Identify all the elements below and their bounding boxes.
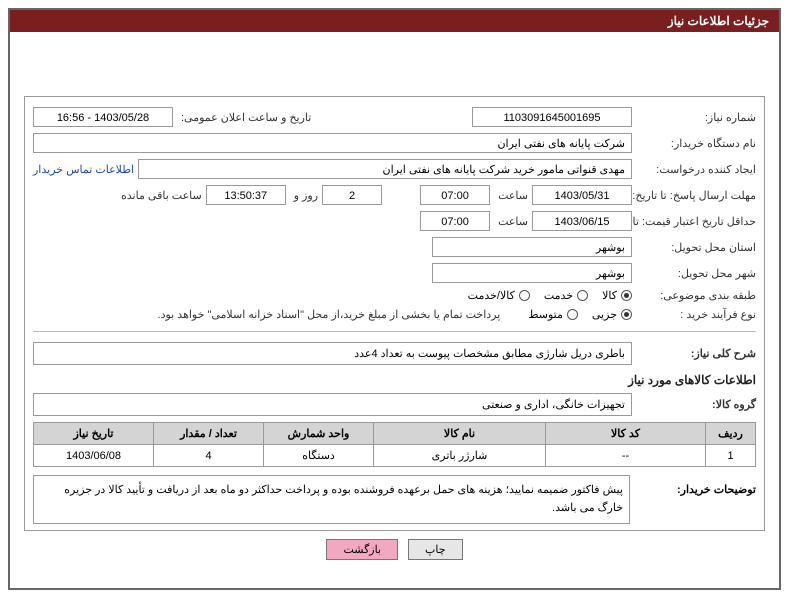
buyer-org-field: شرکت پایانه های نفتی ایران bbox=[33, 133, 632, 153]
announce-field: 1403/05/28 - 16:56 bbox=[33, 107, 173, 127]
radio-service[interactable]: خدمت bbox=[544, 289, 588, 302]
min-validity-time-field: 07:00 bbox=[420, 211, 490, 231]
need-no-label: شماره نیاز: bbox=[636, 111, 756, 124]
table-cell: 4 bbox=[154, 445, 264, 467]
announce-label: تاریخ و ساعت اعلان عمومی: bbox=[177, 111, 311, 124]
table-header: نام کالا bbox=[374, 423, 546, 445]
summary-field: باطری دریل شارژی مطابق مشخصات پیوست به ت… bbox=[33, 342, 632, 365]
province-field: بوشهر bbox=[432, 237, 632, 257]
radio-goods[interactable]: کالا bbox=[602, 289, 632, 302]
table-cell: 1 bbox=[706, 445, 756, 467]
form-container: شماره نیاز: 1103091645001695 تاریخ و ساع… bbox=[24, 96, 765, 531]
goods-info-title: اطلاعات کالاهای مورد نیاز bbox=[33, 373, 756, 387]
deadline-label: مهلت ارسال پاسخ: تا تاریخ: bbox=[636, 189, 756, 202]
goods-table: ردیفکد کالانام کالاواحد شمارشتعداد / مقد… bbox=[33, 422, 756, 467]
days-remaining-field: 2 bbox=[322, 185, 382, 205]
deadline-time-field: 07:00 bbox=[420, 185, 490, 205]
goods-group-label: گروه کالا: bbox=[636, 398, 756, 411]
payment-note: پرداخت تمام یا بخشی از مبلغ خرید،از محل … bbox=[158, 308, 501, 321]
table-header: تاریخ نیاز bbox=[34, 423, 154, 445]
table-cell: شارژر باتری bbox=[374, 445, 546, 467]
hour-label-2: ساعت bbox=[494, 215, 528, 228]
radio-medium[interactable]: متوسط bbox=[528, 308, 578, 321]
table-cell: 1403/06/08 bbox=[34, 445, 154, 467]
remaining-text: ساعت باقی مانده bbox=[117, 189, 202, 202]
table-cell: -- bbox=[546, 445, 706, 467]
days-text: روز و bbox=[290, 189, 318, 202]
radio-goods-service-label: کالا/خدمت bbox=[468, 289, 515, 302]
need-no-field: 1103091645001695 bbox=[472, 107, 632, 127]
table-row: 1--شارژر باتریدستگاه41403/06/08 bbox=[34, 445, 756, 467]
min-validity-label: حداقل تاریخ اعتبار قیمت: تا تاریخ: bbox=[636, 215, 756, 228]
province-label: استان محل تحویل: bbox=[636, 241, 756, 254]
table-header: کد کالا bbox=[546, 423, 706, 445]
buyer-org-label: نام دستگاه خریدار: bbox=[636, 137, 756, 150]
process-label: نوع فرآیند خرید : bbox=[636, 308, 756, 321]
category-label: طبقه بندی موضوعی: bbox=[636, 289, 756, 302]
panel-header: جزئیات اطلاعات نیاز bbox=[10, 10, 779, 32]
radio-goods-service[interactable]: کالا/خدمت bbox=[468, 289, 530, 302]
back-button[interactable]: بازگشت bbox=[326, 539, 398, 560]
table-header: واحد شمارش bbox=[264, 423, 374, 445]
summary-label: شرح کلی نیاز: bbox=[636, 347, 756, 360]
buyer-notes-label: توضیحات خریدار: bbox=[636, 475, 756, 524]
city-label: شهر محل تحویل: bbox=[636, 267, 756, 280]
hour-label-1: ساعت bbox=[494, 189, 528, 202]
radio-medium-label: متوسط bbox=[528, 308, 563, 321]
panel-title: جزئیات اطلاعات نیاز bbox=[668, 14, 769, 28]
table-header: ردیف bbox=[706, 423, 756, 445]
buyer-notes-box: پیش فاکتور ضمیمه نمایید؛ هزینه های حمل ب… bbox=[33, 475, 630, 524]
radio-service-label: خدمت bbox=[544, 289, 573, 302]
deadline-date-field: 1403/05/31 bbox=[532, 185, 632, 205]
radio-goods-label: کالا bbox=[602, 289, 617, 302]
time-remaining-field: 13:50:37 bbox=[206, 185, 286, 205]
requester-field: مهدی قنواتی مامور خرید شرکت پایانه های ن… bbox=[138, 159, 632, 179]
radio-small[interactable]: جزیی bbox=[592, 308, 632, 321]
table-header: تعداد / مقدار bbox=[154, 423, 264, 445]
city-field: بوشهر bbox=[432, 263, 632, 283]
print-button[interactable]: چاپ bbox=[408, 539, 463, 560]
goods-group-field: تجهیزات خانگی، اداری و صنعتی bbox=[33, 393, 632, 416]
radio-small-label: جزیی bbox=[592, 308, 617, 321]
table-cell: دستگاه bbox=[264, 445, 374, 467]
buyer-contact-link[interactable]: اطلاعات تماس خریدار bbox=[33, 163, 134, 176]
requester-label: ایجاد کننده درخواست: bbox=[636, 163, 756, 176]
separator bbox=[33, 331, 756, 332]
min-validity-date-field: 1403/06/15 bbox=[532, 211, 632, 231]
